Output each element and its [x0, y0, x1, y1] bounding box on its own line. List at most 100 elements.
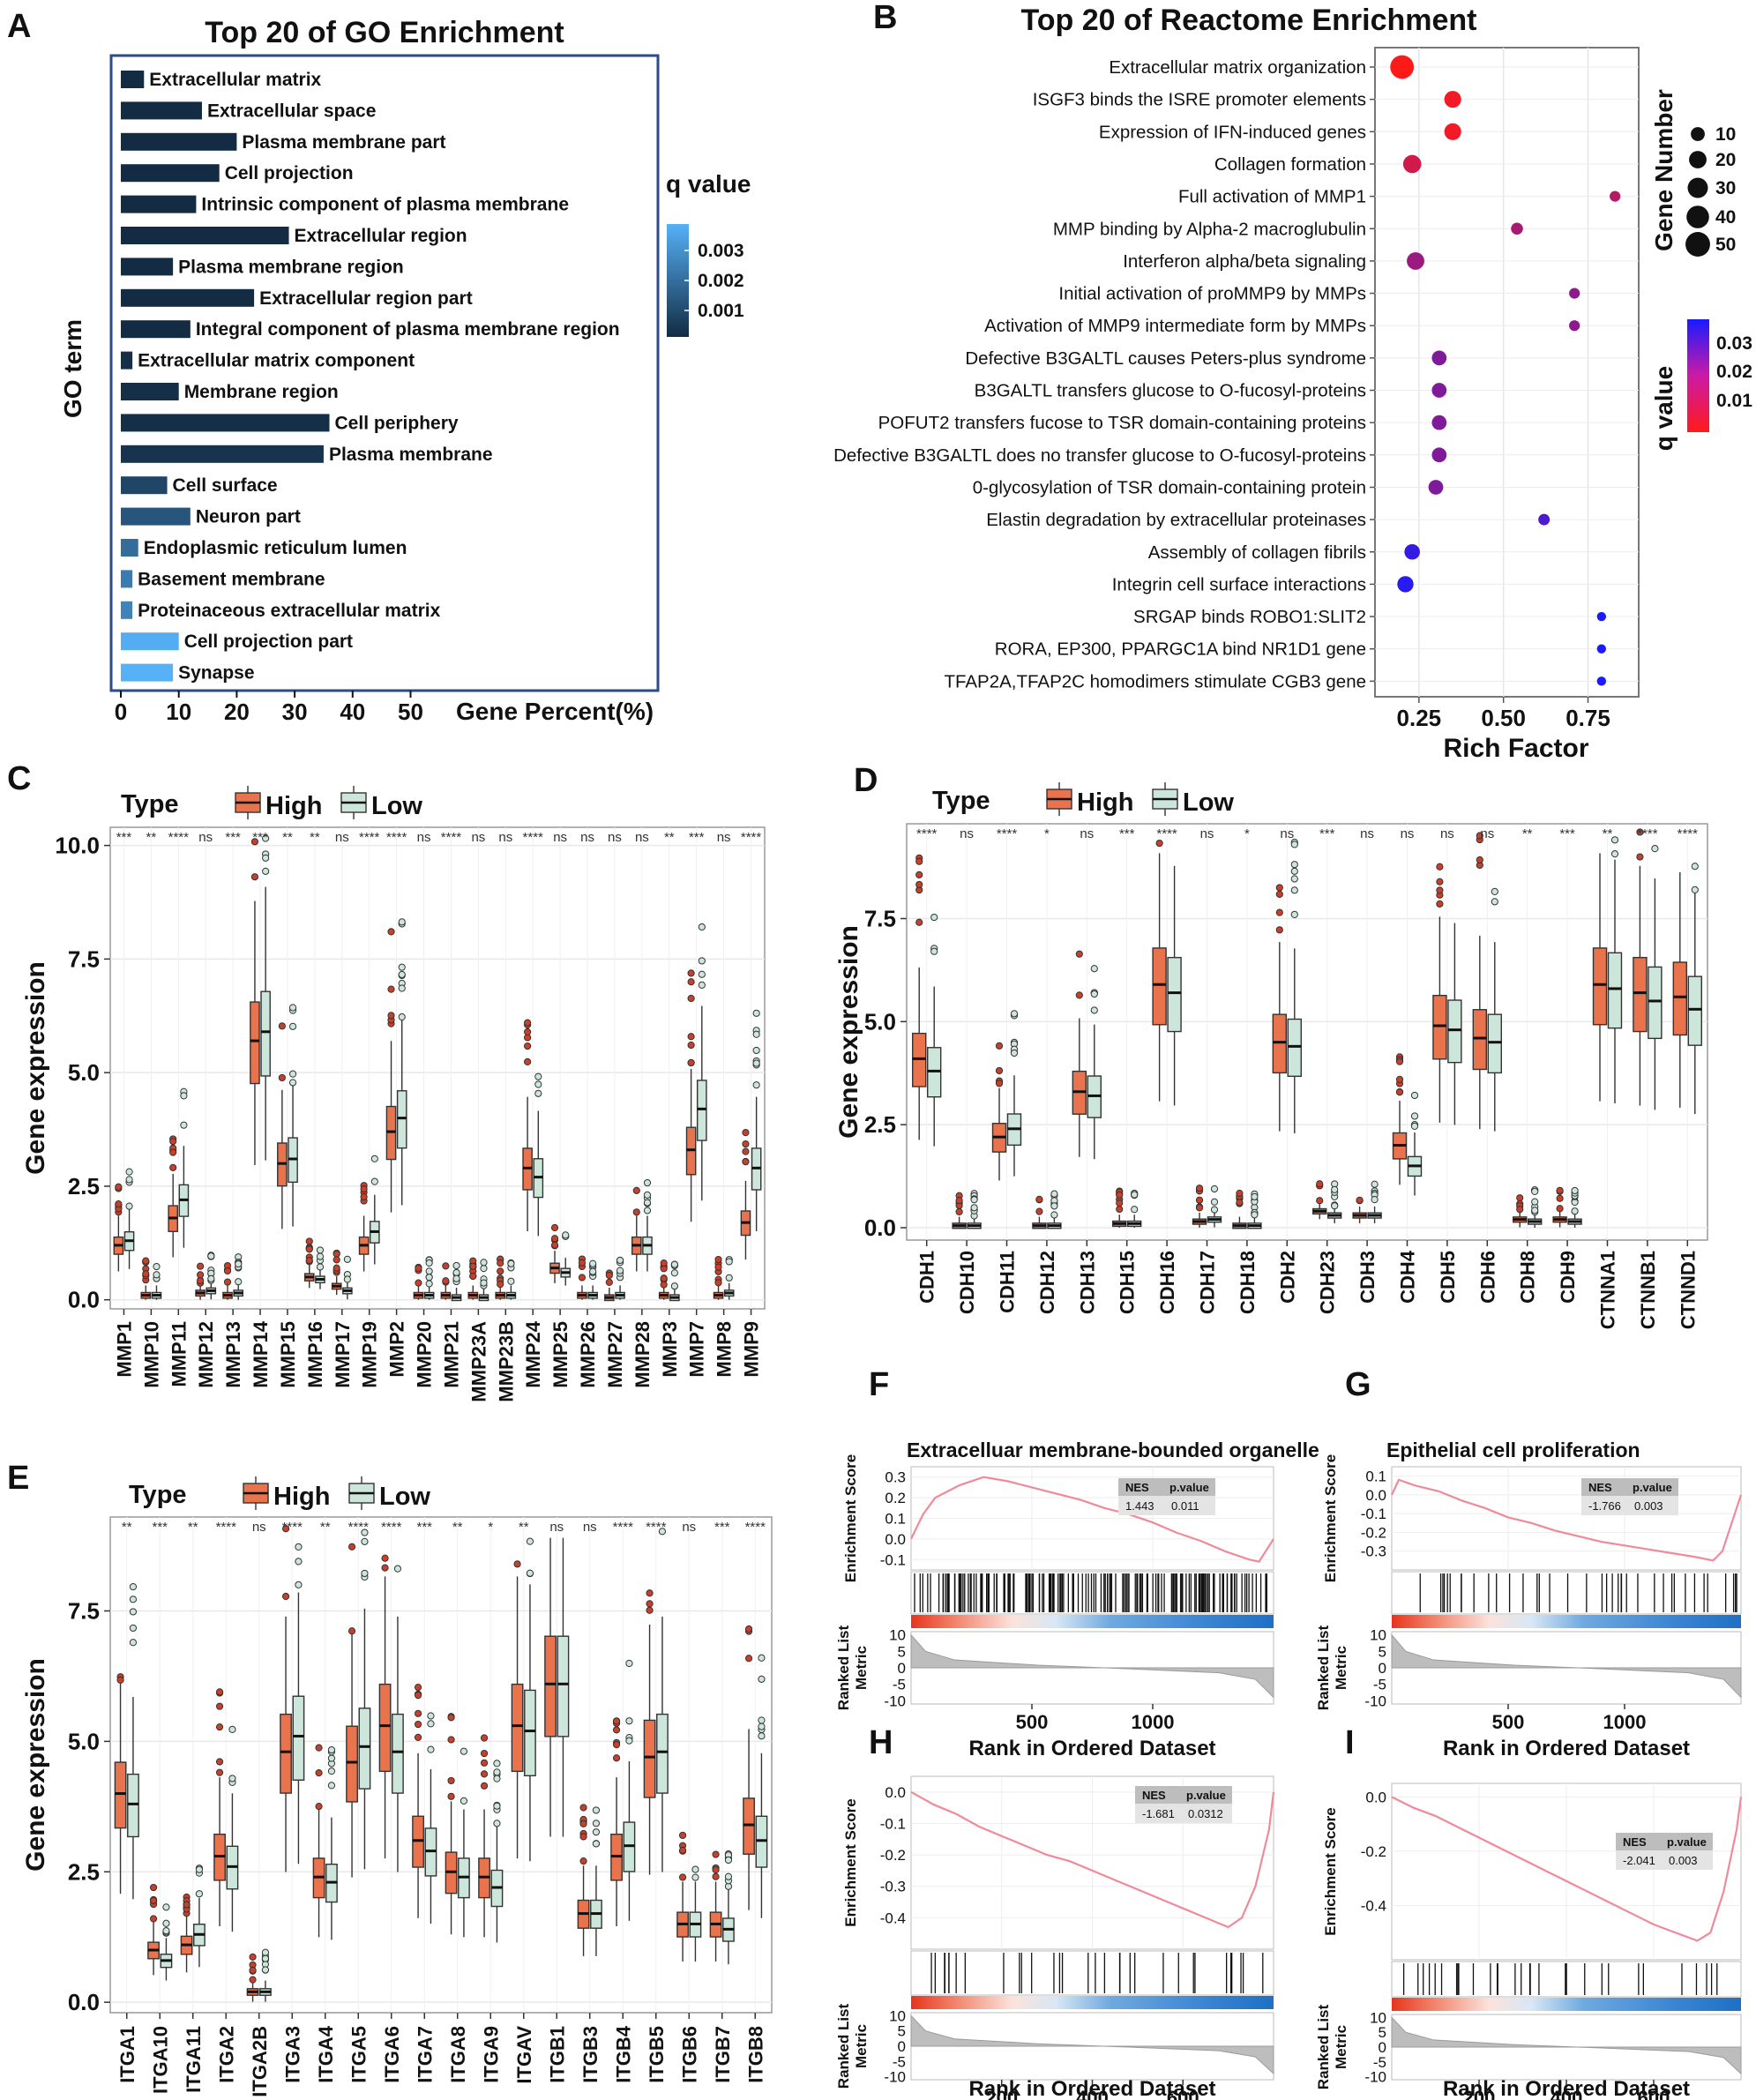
box-outlier	[425, 1274, 433, 1282]
box-outlier	[480, 1259, 488, 1267]
x-tick-label: MMP13	[222, 1321, 244, 1388]
x-tick-label: MMP7	[686, 1321, 708, 1378]
box-outlier	[295, 1558, 303, 1566]
significance-label: **	[310, 830, 320, 845]
x-tick-label: 10	[166, 699, 191, 725]
y-tick-label: 7.5	[68, 1597, 100, 1624]
reactome-dot	[1428, 480, 1444, 495]
nes-value: -1.681	[1142, 1807, 1175, 1820]
box-outlier	[970, 1204, 978, 1212]
box-outlier	[579, 1820, 587, 1827]
y-tick-label: 5.0	[68, 1728, 100, 1754]
significance-label: ***	[152, 1520, 168, 1535]
y-tick-label: 2.5	[864, 1111, 896, 1138]
box-outlier	[180, 1121, 188, 1129]
x-tick-label: 1000	[1603, 1711, 1647, 1733]
es-tick-label: 0.0	[885, 1784, 906, 1801]
significance-label: ***	[689, 830, 705, 845]
es-tick-label: 0.1	[885, 1511, 906, 1528]
q-value-legend-tick: 0.03	[1716, 333, 1752, 354]
x-tick-label: CDH15	[1117, 1251, 1139, 1314]
box-outlier	[398, 918, 406, 926]
significance-label: **	[452, 1520, 463, 1535]
significance-label: **	[1522, 826, 1533, 841]
box-outlier	[1236, 1199, 1244, 1207]
x-tick-label: ITGA8	[447, 2026, 469, 2083]
significance-label: ns	[498, 830, 512, 845]
significance-label: ****	[745, 1520, 766, 1535]
box-outlier	[1116, 1199, 1124, 1207]
box-outlier	[1410, 1122, 1419, 1130]
box-outlier	[361, 1528, 369, 1536]
box-outlier	[414, 1691, 422, 1700]
box-outlier	[698, 923, 706, 931]
nes-label: NES	[1142, 1789, 1166, 1802]
box-high	[544, 1635, 557, 1738]
box-outlier	[497, 1259, 504, 1267]
significance-label: ***	[116, 830, 132, 845]
significance-label: ns	[1360, 826, 1374, 841]
box-outlier	[1050, 1211, 1058, 1219]
box-outlier	[235, 1278, 243, 1286]
box-outlier	[605, 1271, 613, 1280]
panel-g-ranked-metric-area	[1391, 1633, 1742, 1699]
q-value-legend-tick: 0.003	[698, 241, 744, 261]
box-outlier	[1691, 863, 1699, 871]
pvalue-label: p.value	[1667, 1835, 1707, 1849]
ranked-tick-label: 5	[898, 1643, 906, 1660]
box-outlier	[589, 1259, 597, 1267]
box-low	[1287, 1018, 1302, 1077]
box-outlier	[162, 1903, 170, 1911]
box-outlier	[381, 1564, 389, 1572]
box-outlier	[1035, 1195, 1043, 1203]
significance-label: ns	[635, 830, 649, 845]
panel-f-ranked-ylabel: Ranked List	[835, 1625, 852, 1710]
y-tick-label: 2.5	[68, 1858, 100, 1885]
significance-label: ****	[997, 826, 1018, 841]
significance-label: ns	[1401, 826, 1415, 841]
x-tick-label: 0.75	[1565, 705, 1610, 731]
box-outlier	[215, 1702, 224, 1710]
box-outlier	[333, 1250, 340, 1258]
box-outlier	[288, 1070, 297, 1078]
reactome-term-label: SRGAP binds ROBO1:SLIT2	[1133, 607, 1366, 627]
box-outlier	[1236, 1189, 1244, 1198]
box-outlier	[578, 1274, 587, 1282]
es-tick-label: -0.1	[880, 1815, 906, 1832]
box-outlier	[223, 1278, 232, 1286]
size-legend-dot	[1691, 127, 1705, 141]
pvalue-label: p.value	[1186, 1789, 1226, 1802]
box-outlier	[970, 1196, 978, 1204]
panel-i-rank-heatstrip	[1392, 1998, 1741, 2011]
box-high	[1633, 956, 1648, 1033]
box-outlier	[393, 1565, 402, 1573]
box-high	[280, 1713, 292, 1794]
box-outlier	[1436, 863, 1444, 871]
box-outlier	[578, 1259, 587, 1267]
box-outlier	[278, 1022, 286, 1030]
x-tick-label: CTNNA1	[1597, 1251, 1619, 1329]
box-outlier	[149, 1883, 158, 1892]
box-outlier	[1436, 878, 1444, 886]
panel-g-es-ylabel: Enrichment Score	[1322, 1454, 1339, 1583]
go-bar	[121, 476, 168, 495]
reactome-term-label: Collagen formation	[1214, 154, 1366, 175]
box-outlier	[660, 1259, 668, 1267]
size-legend-label: 40	[1715, 207, 1736, 228]
box-outlier	[995, 1066, 1004, 1075]
go-term-label: Intrinsic component of plasma membrane	[201, 195, 569, 215]
box-outlier	[427, 1712, 435, 1720]
reactome-term-label: ISGF3 binds the ISRE promoter elements	[1033, 90, 1366, 110]
legend-label-low: Low	[379, 1483, 430, 1511]
go-bar	[121, 445, 324, 463]
box-outlier	[758, 1723, 766, 1730]
box-outlier	[228, 1725, 236, 1734]
panel-h-es-line	[910, 1790, 1275, 1929]
panel-i-ranked-ylabel: Metric	[1333, 2025, 1349, 2069]
box-outlier	[398, 1013, 406, 1021]
box-outlier	[288, 1022, 297, 1030]
ranked-tick-label: -5	[893, 2053, 906, 2070]
box-low	[524, 1689, 536, 1777]
ranked-tick-label: 0	[1379, 2039, 1386, 2056]
